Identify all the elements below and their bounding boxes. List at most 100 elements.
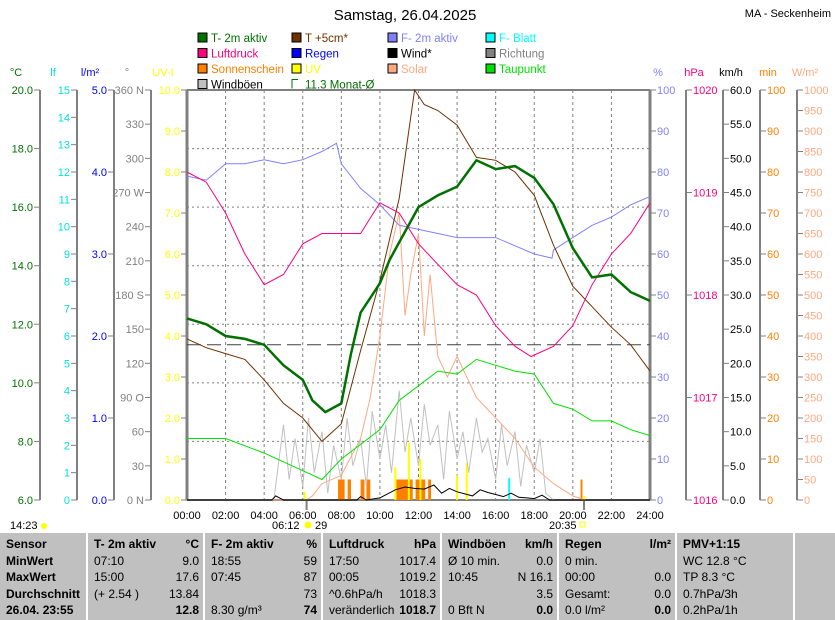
tick-label: 600 — [804, 249, 822, 261]
tick-label: 300 — [126, 153, 144, 165]
tick-label: 900 — [804, 126, 822, 138]
tick-label: 50 — [767, 290, 779, 302]
tick-label: 45.0 — [730, 188, 751, 200]
tick-label: 1017 — [693, 393, 717, 405]
cell-label: 18:55 — [211, 553, 242, 568]
cell-value: 1019.2 — [399, 570, 436, 584]
tick-label: 60 — [657, 249, 669, 261]
cell-label: 0.2hPa/1h — [683, 603, 738, 617]
cell-label: 17:50 — [329, 553, 360, 568]
cell-label: MaxWert — [6, 570, 56, 584]
legend-label: T +5cm* — [305, 33, 348, 45]
tick-label: 6 — [64, 331, 70, 343]
tick-label: 100 — [657, 85, 675, 97]
legend-item: T- 2m aktiv — [197, 32, 267, 45]
tick-label: 6.0 — [18, 495, 33, 507]
cell-label: 07:45 — [211, 570, 242, 584]
x-tick-label: 00:00 — [173, 510, 201, 522]
tick-label: 360 N — [115, 85, 144, 97]
tick-label: 5.0 — [165, 290, 180, 302]
tick-label: 100 — [767, 85, 785, 97]
tick-label: 5.0 — [92, 85, 107, 97]
table-column-1: T- 2m aktiv °C 07:10 9.0 15:00 17.6 (+ 2.54 ) 1… — [88, 533, 205, 620]
plot-area: 00:00 02:00 04:00 06:00 08:00 10:00 12:00 14:00… — [173, 88, 664, 522]
tick-label: 300 — [804, 372, 822, 384]
legend-label: Windböen — [211, 80, 263, 92]
cell-value: 1017.4 — [399, 553, 436, 568]
tick-label: 250 — [804, 393, 822, 405]
cell-value: N 16.1 — [517, 570, 553, 584]
cell-value: 73 — [303, 586, 317, 601]
column-header: Luftdruck — [329, 537, 385, 551]
tick-label: 3.0 — [92, 249, 107, 261]
sunshine-bar — [360, 479, 365, 500]
tick-label: 90 — [767, 126, 779, 138]
x-tick-label: 22:00 — [598, 510, 626, 522]
tick-label: 10.0 — [730, 427, 751, 439]
x-tick-label: 18:00 — [520, 510, 548, 522]
tick-label: 240 — [126, 222, 144, 234]
x-tick-label: 02:00 — [212, 510, 240, 522]
column-header: Sensor — [6, 537, 47, 551]
tick-label: 55.0 — [730, 119, 751, 131]
legend-swatch — [485, 63, 496, 74]
tick-label: 80 — [767, 167, 779, 179]
cell-label: 15:00 — [94, 570, 125, 584]
axis-9: W/m² 0 50 100 150 200 250 300 350 400 450 500 550 600… — [792, 67, 829, 507]
legend-label: Regen — [305, 49, 339, 61]
tick-label: 12 — [58, 167, 70, 179]
series-t-2m-aktiv — [186, 158, 651, 414]
tick-label: 5 — [64, 358, 70, 370]
cell-value: 0.0 — [536, 603, 553, 617]
series-f-2m-aktiv — [186, 142, 651, 259]
tick-label: 14.0 — [12, 261, 33, 273]
tick-label: 16.0 — [12, 202, 33, 214]
legend-label: Richtung — [499, 49, 544, 61]
axis-unit: UV-I — [152, 67, 173, 79]
sunshine-bar — [347, 479, 351, 500]
tick-label: 4 — [64, 386, 70, 398]
tick-label: 8.0 — [18, 436, 33, 448]
cell-label: 00:05 — [329, 570, 360, 584]
tick-label: 180 S — [115, 290, 144, 302]
day-number: 29 — [315, 520, 327, 532]
tick-label: 50 — [657, 290, 669, 302]
cell-label: TP 8.3 °C — [683, 570, 735, 584]
cell-label: 0 min. — [565, 553, 598, 568]
cell-label: Ø 10 min. — [448, 553, 501, 568]
cell-label: 0.7hPa/3h — [683, 586, 738, 601]
tick-label: 0.0 — [92, 495, 107, 507]
x-tick-label: 16:00 — [482, 510, 510, 522]
legend-item: Luftdruck — [197, 48, 259, 61]
legend-item: Wind* — [387, 48, 432, 61]
tick-label: 6.0 — [165, 249, 180, 261]
sunset-time: 20:35 — [549, 520, 577, 532]
cell-value: 87 — [303, 570, 317, 584]
legend-item: T +5cm* — [291, 32, 348, 45]
series-t-5cm- — [186, 88, 651, 443]
legend-swatch — [291, 32, 302, 43]
tick-label: 7 — [64, 304, 70, 316]
tick-label: 1000 — [804, 85, 828, 97]
table-column-2: F- 2m aktiv% 18:55 59 07:45 87 73 8.30 g/m³ 74 — [205, 533, 323, 620]
cell-label: 26.04. 23:55 — [6, 603, 74, 617]
tick-label: 350 — [804, 352, 822, 364]
tick-label: 9 — [64, 249, 70, 261]
axis-0: °C 6.0 8.0 10.0 12.0 14.0 16.0 18.0 20.0 — [10, 67, 41, 507]
tick-label: 60.0 — [730, 85, 751, 97]
column-header: T- 2m aktiv — [94, 537, 157, 551]
table-column-4: Windböen km/h Ø 10 min. 0.0 10:45 N 16.1 3.5 0 … — [442, 533, 559, 620]
series-windb-en — [273, 390, 554, 501]
legend: T- 2m aktiv T +5cm* F- 2m aktiv F- Blatt Luf… — [197, 32, 546, 92]
legend-swatch — [485, 32, 496, 43]
cell-value: 59 — [303, 553, 317, 568]
tick-label: 800 — [804, 167, 822, 179]
chart-title: Samstag, 26.04.2025 — [334, 7, 477, 24]
x-tick-label: 12:00 — [405, 510, 433, 522]
legend-swatch — [291, 63, 302, 74]
tick-label: 3.0 — [165, 372, 180, 384]
legend-item: Richtung — [485, 48, 544, 61]
tick-label: 20.0 — [730, 358, 751, 370]
